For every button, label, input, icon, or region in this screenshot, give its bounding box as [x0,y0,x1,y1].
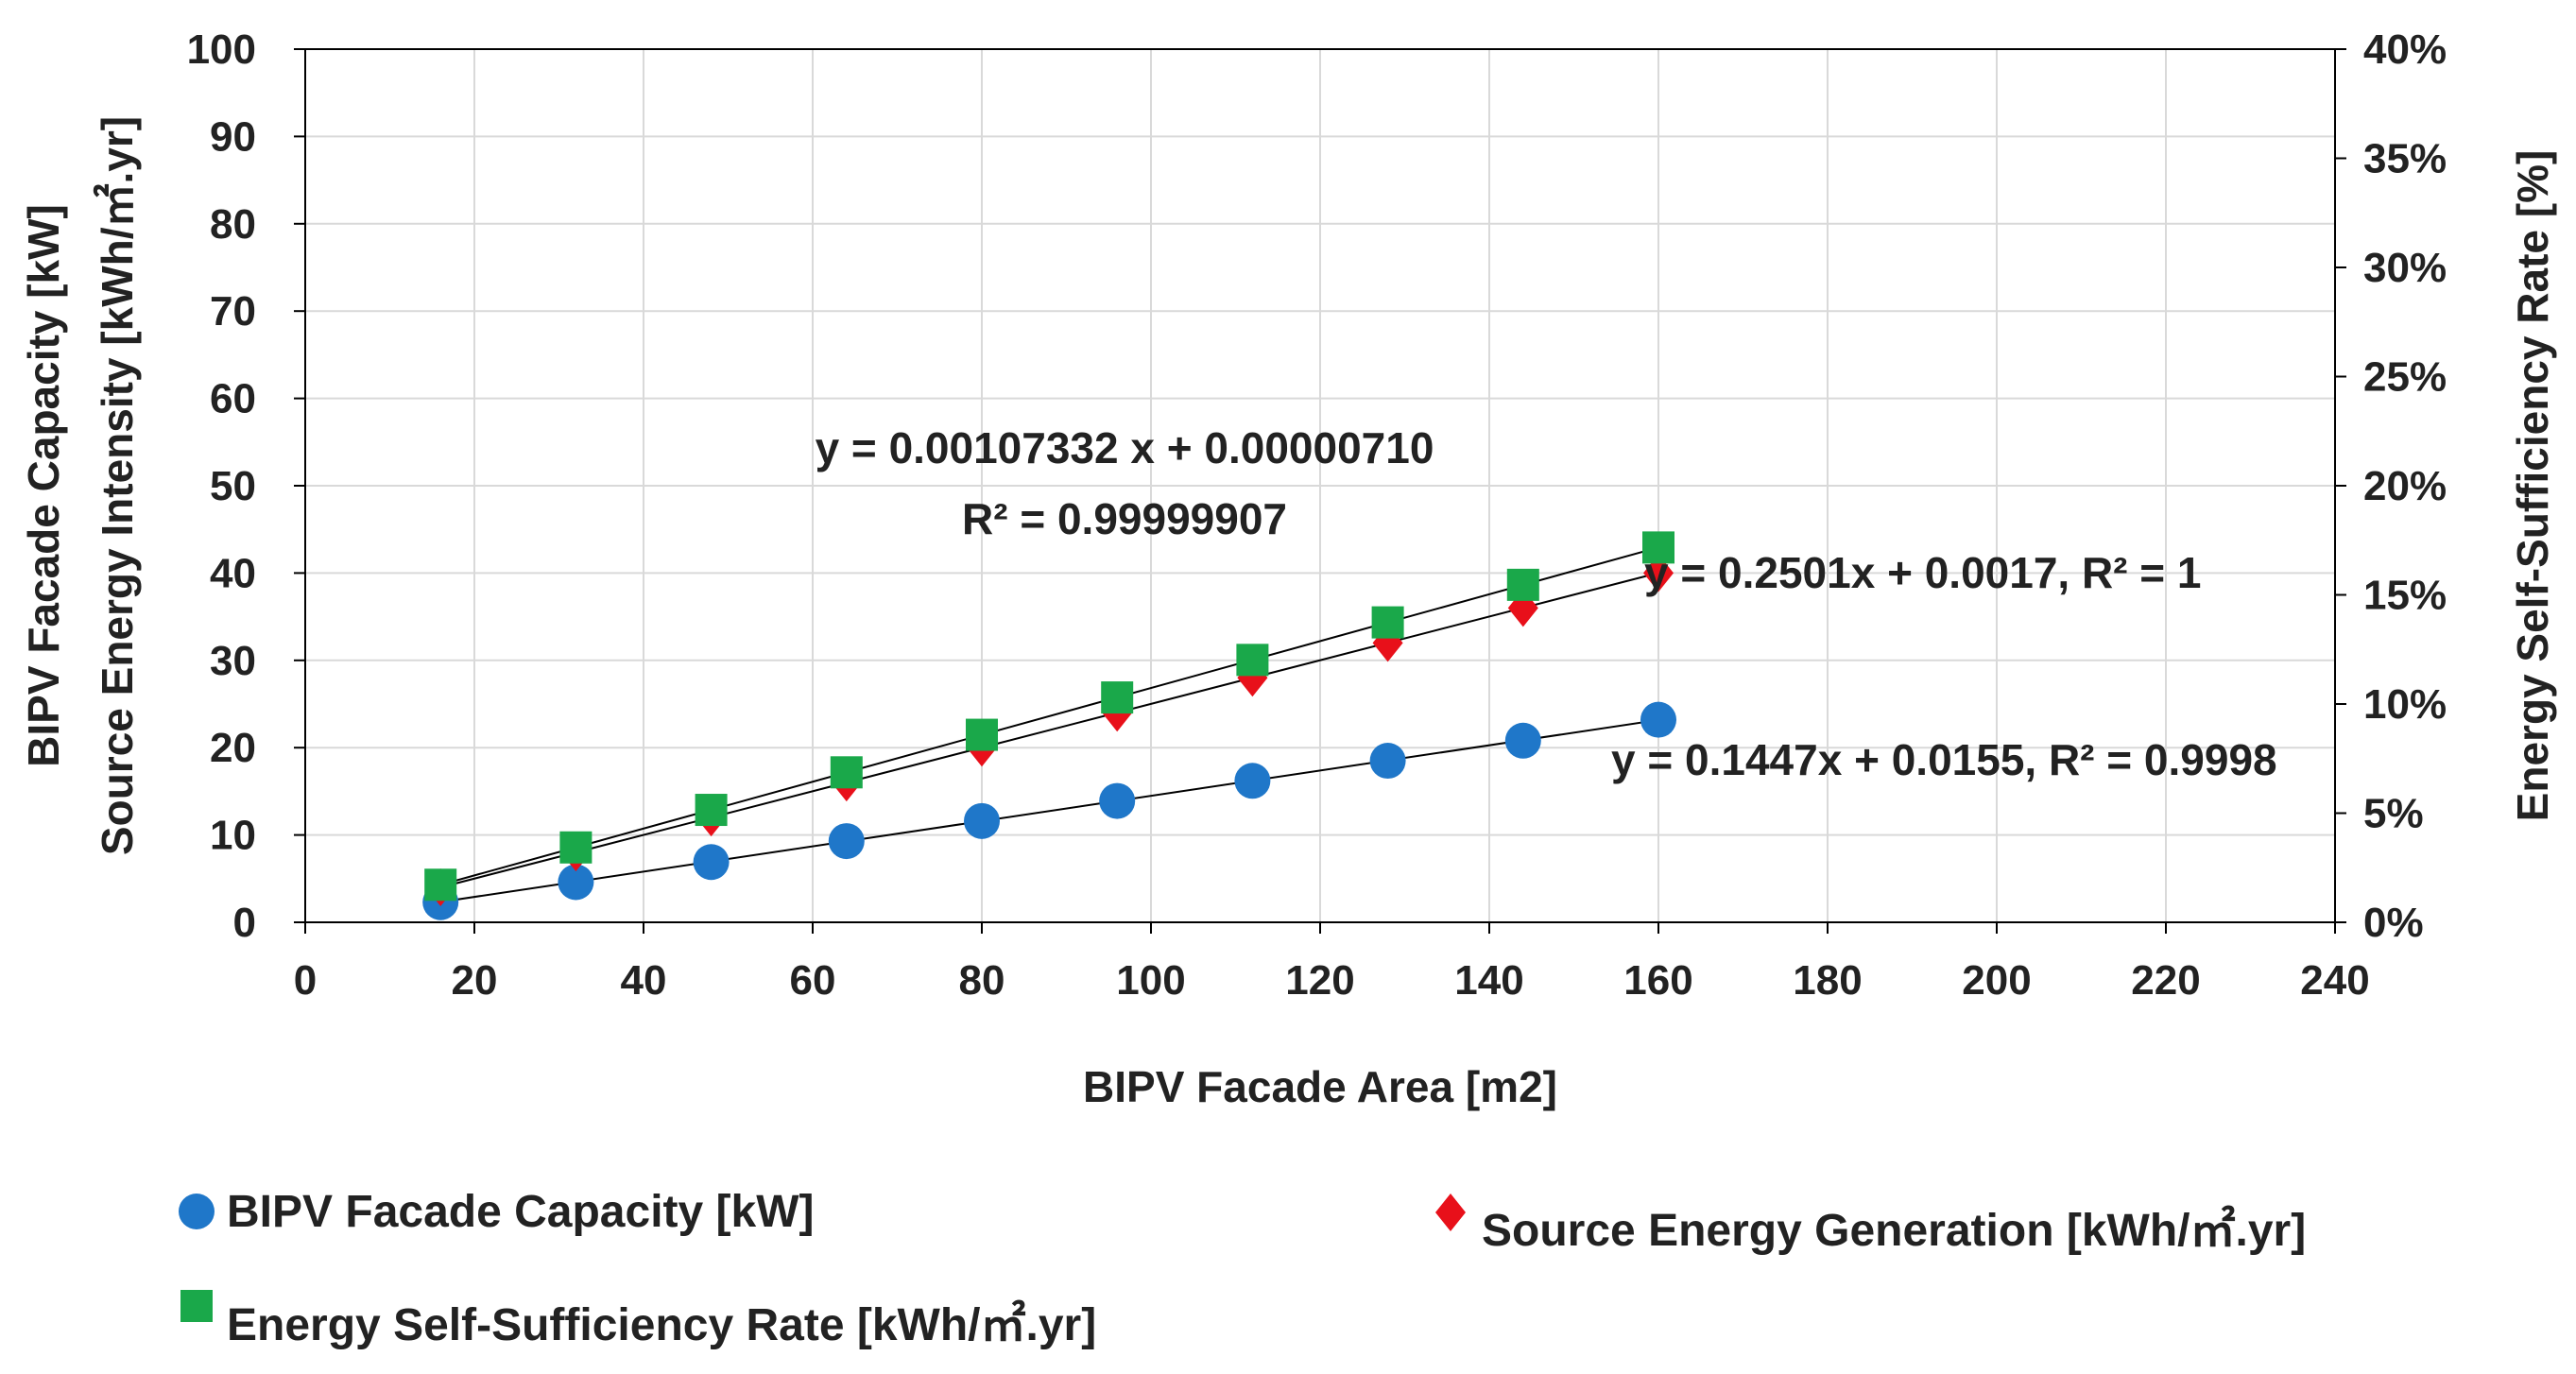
legend-label-self-sufficiency: Energy Self-Sufficiency Rate [kWh/㎡.yr] [227,1299,1096,1350]
data-point-self-sufficiency [1371,606,1404,639]
y2-tick-label: 40% [2363,26,2447,73]
y-tick-label: 90 [210,113,256,160]
y2-tick-label: 5% [2363,791,2424,837]
data-point-capacity [1504,722,1541,759]
data-point-capacity [964,802,1000,839]
tick-labels: 0 20 40 60 80 100 120 140 160 180 200 220 240 0 10 20 30… [187,26,2447,1004]
legend-marker-self-sufficiency [180,1290,213,1322]
x-tick-label: 100 [1116,957,1185,1004]
data-point-self-sufficiency [695,794,728,827]
trendline-capacity [440,718,1659,903]
trendline-source-energy [439,572,1659,888]
trendline-r2-self-sufficiency: R² = 0.99999907 [962,494,1287,543]
data-point-self-sufficiency [1506,568,1539,601]
x-tick-label: 240 [2300,957,2369,1004]
x-axis-title: BIPV Facade Area [m2] [1083,1062,1557,1111]
data-point-self-sufficiency [1101,681,1134,714]
x-tick-label: 0 [294,957,317,1004]
y-tick-label: 10 [210,813,256,859]
x-tick-label: 200 [1962,957,2031,1004]
y2-tick-label: 0% [2363,900,2424,946]
data-point-capacity [1369,743,1406,780]
y-tick-label: 70 [210,288,256,335]
y2-tick-label: 10% [2363,681,2447,728]
y-tick-label: 40 [210,550,256,596]
data-point-self-sufficiency [966,718,998,751]
legend-marker-source-energy [1435,1194,1466,1231]
y-tick-label: 20 [210,725,256,771]
y-tick-label: 80 [210,201,256,248]
trendlines [439,546,1659,903]
y-tick-label: 30 [210,638,256,684]
y2-tick-label: 30% [2363,245,2447,291]
data-point-self-sufficiency [424,868,457,902]
y-axis-title-line-1: BIPV Facade Capacity [kW] [19,204,68,767]
trendline-equation-self-sufficiency: y = 0.00107332 x + 0.00000710 [816,423,1434,472]
x-tick-label: 220 [2131,957,2200,1004]
x-tick-label: 140 [1454,957,1523,1004]
y-tick-label: 100 [187,26,256,73]
x-tick-label: 20 [452,957,498,1004]
legend-label-source-energy: Source Energy Generation [kWh/㎡.yr] [1482,1205,2306,1256]
x-tick-label: 160 [1623,957,1692,1004]
y2-tick-label: 20% [2363,463,2447,509]
legend: BIPV Facade Capacity [kW] Source Energy … [179,1187,2306,1350]
x-tick-label: 120 [1285,957,1354,1004]
data-point-capacity [1640,701,1676,738]
y2-axis-title: Energy Self-Sufficiency Rate [%] [2508,150,2557,822]
x-tick-label: 180 [1793,957,1862,1004]
y-tick-label: 50 [210,463,256,509]
y2-tick-label: 15% [2363,573,2447,619]
trendline-equation-source-energy: y = 0.2501x + 0.0017, R² = 1 [1644,548,2202,597]
data-point-self-sufficiency [559,831,592,864]
y2-tick-label: 25% [2363,354,2447,401]
data-point-capacity [558,864,594,901]
y-axis-title-line-2: Source Energy Intensity [kWh/㎡.yr] [93,116,142,855]
data-point-capacity [1234,763,1271,799]
y2-tick-label: 35% [2363,136,2447,182]
legend-marker-capacity [179,1194,215,1229]
data-point-capacity [828,823,865,860]
data-point-self-sufficiency [1642,531,1674,564]
trendline-equation-capacity: y = 0.1447x + 0.0155, R² = 0.9998 [1611,735,2277,784]
grid [304,48,2336,923]
y-tick-label: 0 [233,900,256,946]
y-tick-label: 60 [210,376,256,422]
trendline-self-sufficiency [439,546,1659,886]
x-tick-label: 60 [790,957,836,1004]
data-point-capacity [1099,782,1136,819]
x-tick-label: 40 [621,957,667,1004]
markers [422,531,1676,920]
data-point-source-energy [1643,554,1674,593]
data-point-self-sufficiency [1236,644,1269,677]
data-point-self-sufficiency [830,756,863,789]
data-point-capacity [693,844,730,881]
x-tick-label: 80 [959,957,1005,1004]
legend-label-capacity: BIPV Facade Capacity [kW] [227,1187,815,1237]
